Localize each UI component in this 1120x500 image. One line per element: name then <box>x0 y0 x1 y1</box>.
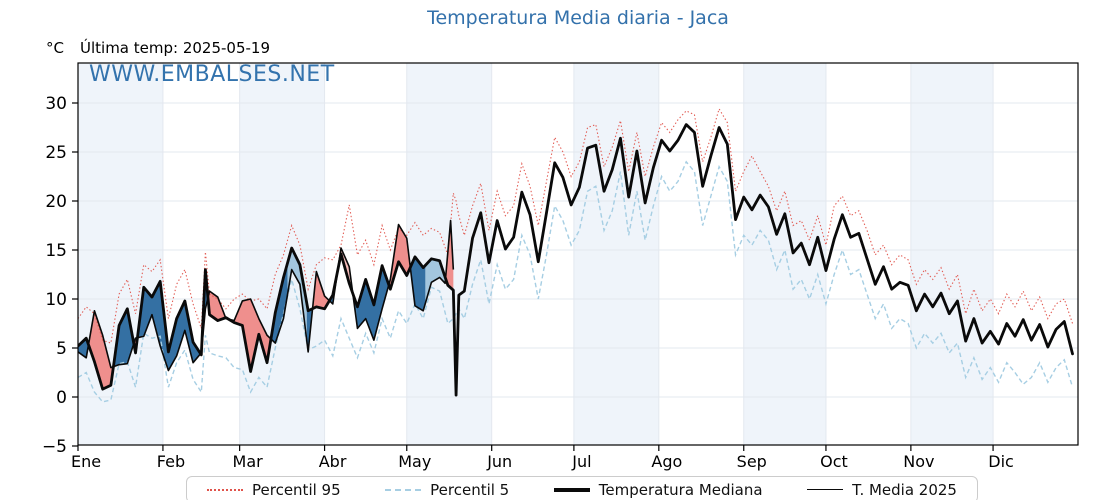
t2025-line-sample-icon <box>807 489 844 490</box>
percentil95-line <box>78 107 1074 344</box>
month-bands <box>78 63 994 445</box>
gridlines <box>78 63 1078 445</box>
mediana-line-sample-icon <box>553 487 590 492</box>
y-tick-label: 25 <box>45 143 67 163</box>
anomaly-fill-warm <box>312 271 330 309</box>
x-tick-label: Jun <box>486 452 512 471</box>
y-axis: −5 0 5 10 15 20 25 30 <box>42 94 78 457</box>
legend-label-t2025: T. Media 2025 <box>852 480 957 499</box>
y-tick-label: 30 <box>45 94 67 114</box>
t-media-2025-line <box>78 219 455 372</box>
month-band <box>78 63 163 445</box>
x-tick-label: Ago <box>651 452 682 471</box>
y-tick-label: 20 <box>45 192 67 212</box>
anomaly-fill-warm <box>228 299 271 372</box>
x-tick-label: Jul <box>571 452 591 471</box>
month-band <box>910 63 994 445</box>
month-band <box>573 63 659 445</box>
legend-label-percentil95: Percentil 95 <box>252 480 341 499</box>
y-tick-label: 15 <box>45 241 67 261</box>
x-tick-label: Feb <box>157 452 185 471</box>
y-tick-label: −5 <box>42 437 67 457</box>
anomaly-fill-warm <box>207 291 226 321</box>
chart-title: Temperatura Media diaria - Jaca <box>427 7 729 29</box>
watermark: WWW.EMBALSES.NET <box>89 62 335 87</box>
percentil5-line <box>78 160 1074 403</box>
x-tick-label: Ene <box>71 452 101 471</box>
temperatura-mediana-line <box>78 123 1074 397</box>
y-tick-label: 5 <box>56 339 67 359</box>
y-axis-unit-label: °C <box>46 39 64 57</box>
y-tick-label: 0 <box>56 388 67 408</box>
plot-frame <box>77 62 1079 446</box>
x-tick-label: Mar <box>233 452 264 471</box>
series-lines <box>78 107 1074 403</box>
legend: Percentil 95 Percentil 5 Temperatura Med… <box>186 476 978 500</box>
anomaly-fill-warm <box>88 310 114 390</box>
legend-item-mediana: Temperatura Mediana <box>553 480 763 499</box>
x-tick-label: Oct <box>820 452 848 471</box>
legend-item-t2025: T. Media 2025 <box>807 481 957 499</box>
y-tick-label: 10 <box>45 290 67 310</box>
legend-label-mediana: Temperatura Mediana <box>598 480 763 499</box>
percentil95-line-sample-icon <box>207 488 243 491</box>
x-tick-label: Sep <box>737 452 767 471</box>
legend-item-percentil95: Percentil 95 <box>207 481 341 499</box>
x-tick-label: May <box>398 452 431 471</box>
percentil5-line-sample-icon <box>385 488 422 491</box>
x-tick-label: Abr <box>319 452 347 471</box>
legend-item-percentil5: Percentil 5 <box>385 481 509 499</box>
anomaly-fill-cold <box>425 258 446 304</box>
legend-label-percentil5: Percentil 5 <box>430 480 510 499</box>
x-axis: Ene Feb Mar Abr May Jun Jul Ago Sep Oct Nov Dic <box>71 445 1014 471</box>
last-temp-label: Última temp: 2025-05-19 <box>80 39 271 57</box>
x-tick-label: Nov <box>903 452 934 471</box>
x-tick-label: Dic <box>988 452 1014 471</box>
month-band <box>239 63 325 445</box>
